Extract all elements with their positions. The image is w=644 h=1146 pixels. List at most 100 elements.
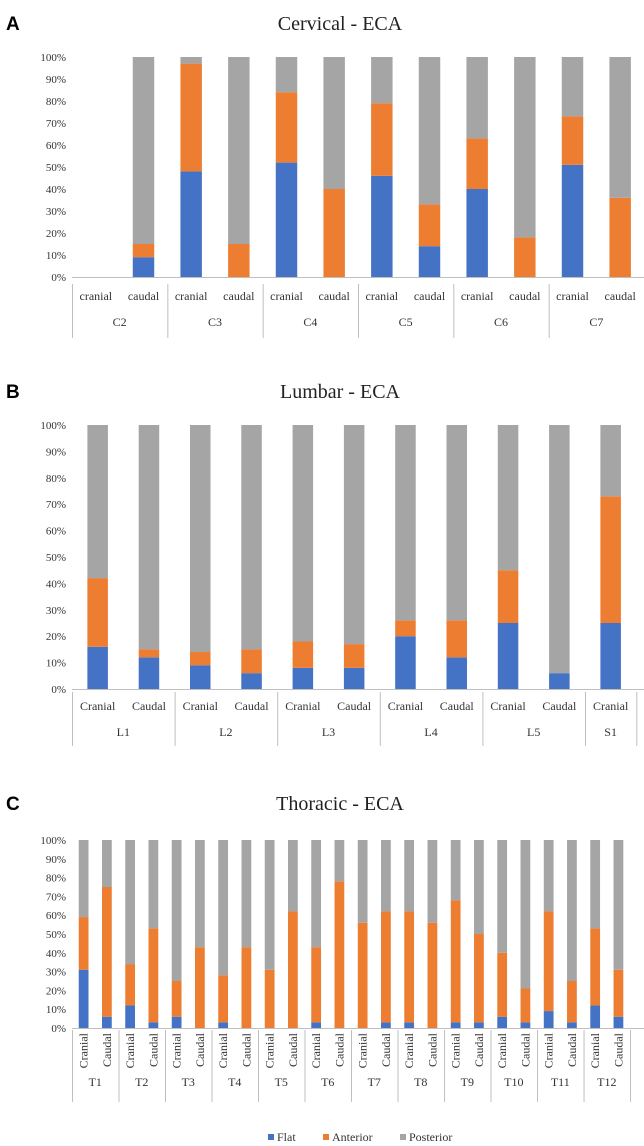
y-tick-label: 80%	[46, 473, 66, 485]
x-category-label: caudal	[319, 289, 351, 303]
x-group-label: T2	[135, 1075, 148, 1089]
bar-posterior-cranial	[450, 840, 461, 901]
y-tick-label: 30%	[46, 967, 66, 979]
panel-letter-b: B	[6, 382, 20, 403]
bar-anterior-cranial	[218, 975, 229, 1023]
y-tick-label: 10%	[46, 658, 66, 670]
bar-posterior-caudal	[195, 840, 205, 948]
x-category-label: Caudal	[235, 699, 270, 713]
y-tick-label: 0%	[51, 1023, 66, 1035]
bar-posterior-caudal	[381, 840, 391, 912]
x-group-label: L4	[424, 725, 437, 739]
x-category-label: Cranial	[285, 699, 321, 713]
bar-posterior-cranial	[189, 425, 211, 653]
y-tick-label: 90%	[46, 74, 66, 86]
bar-posterior-caudal	[334, 840, 345, 882]
bar-posterior-cranial	[275, 57, 298, 93]
bar-flat-caudal	[520, 1022, 531, 1028]
y-tick-label: 40%	[46, 184, 66, 196]
bar-posterior-cranial	[497, 425, 519, 571]
chart-title-lumbar: Lumbar - ECA	[280, 381, 401, 403]
bar-anterior-cranial	[87, 578, 108, 647]
bar-anterior-caudal	[427, 922, 438, 1028]
x-category-label: caudal	[223, 289, 255, 303]
bar-posterior-caudal	[514, 57, 536, 238]
bar-posterior-caudal	[323, 57, 345, 189]
x-group-label: S1	[604, 725, 617, 739]
bar-anterior-caudal	[474, 934, 484, 1023]
bar-flat-caudal	[241, 673, 262, 689]
bar-flat-cranial	[87, 646, 108, 689]
bar-anterior-cranial	[171, 981, 182, 1017]
x-category-label: Cranial	[495, 1032, 509, 1068]
y-tick-label: 100%	[40, 420, 66, 432]
bar-flat-caudal	[613, 1016, 624, 1028]
bar-posterior-cranial	[590, 840, 601, 929]
x-category-label: caudal	[509, 289, 541, 303]
bar-flat-cranial	[561, 164, 584, 277]
bar-posterior-caudal	[241, 425, 262, 650]
bar-posterior-caudal	[101, 840, 112, 887]
x-category-label: Cranial	[388, 699, 424, 713]
bar-posterior-caudal	[241, 840, 252, 948]
bar-posterior-caudal	[427, 840, 438, 923]
bar-posterior-cranial	[357, 840, 368, 923]
bar-posterior-caudal	[567, 840, 577, 981]
panel-letter-c: C	[6, 794, 20, 815]
bar-anterior-caudal	[446, 620, 468, 658]
y-tick-label: 70%	[46, 118, 66, 130]
bar-anterior-caudal	[228, 244, 250, 277]
bar-anterior-cranial	[78, 917, 89, 970]
bar-posterior-caudal	[418, 57, 441, 205]
legend-label-flat: Flat	[277, 1130, 296, 1144]
bar-posterior-cranial	[292, 425, 314, 642]
bar-flat-cranial	[371, 175, 393, 277]
y-tick-label: 60%	[46, 910, 66, 922]
legend-label-posterior: Posterior	[409, 1130, 452, 1144]
bar-flat-cranial	[600, 623, 621, 689]
x-category-label: Caudal	[193, 1032, 207, 1067]
bar-flat-caudal	[101, 1016, 112, 1028]
x-category-label: Caudal	[332, 1032, 346, 1067]
bar-anterior-cranial	[292, 641, 314, 668]
legend: Flat Anterior Posterior	[268, 1130, 452, 1144]
bar-flat-caudal	[138, 657, 160, 689]
bar-posterior-cranial	[264, 840, 275, 970]
x-group-label: T11	[551, 1075, 570, 1089]
y-tick-label: 40%	[46, 578, 66, 590]
bar-anterior-caudal	[343, 644, 365, 668]
y-tick-label: 0%	[51, 684, 66, 696]
x-group-label: T10	[504, 1075, 523, 1089]
x-category-label: Cranial	[216, 1032, 230, 1068]
x-category-label: Caudal	[379, 1032, 393, 1067]
y-tick-label: 30%	[46, 605, 66, 617]
bar-anterior-caudal	[323, 189, 345, 277]
chart-title-cervical: Cervical - ECA	[278, 13, 403, 35]
x-group-label: C7	[589, 315, 603, 329]
bar-anterior-cranial	[466, 138, 488, 189]
panel-thoracic: C Thoracic - ECA 0% 10% 20% 30% 40% 50% 60% 70%…	[6, 793, 644, 1102]
x-category-label: Caudal	[286, 1032, 300, 1067]
x-category-label: cranial	[175, 289, 208, 303]
bar-anterior-cranial	[497, 952, 508, 1017]
y-tick-label: 90%	[46, 854, 66, 866]
x-category-label: Cranial	[402, 1032, 416, 1068]
x-category-label: cranial	[366, 289, 399, 303]
bar-posterior-cranial	[497, 840, 508, 953]
chart-title-thoracic: Thoracic - ECA	[276, 793, 404, 815]
bar-flat-cranial	[218, 1022, 229, 1028]
bar-flat-cranial	[590, 1005, 601, 1028]
bar-anterior-cranial	[600, 496, 621, 623]
y-tick-label: 0%	[51, 272, 66, 284]
x-category-label: cranial	[80, 289, 113, 303]
x-group-label: T9	[461, 1075, 474, 1089]
y-tick-label: 60%	[46, 526, 66, 538]
x-category-label: Cranial	[588, 1032, 602, 1068]
bar-posterior-cranial	[87, 425, 108, 579]
bar-posterior-caudal	[520, 840, 531, 989]
bar-flat-cranial	[395, 636, 416, 689]
bar-posterior-caudal	[138, 425, 160, 650]
bar-flat-cranial	[292, 667, 314, 689]
legend-swatch-anterior	[323, 1134, 329, 1140]
bar-anterior-caudal	[418, 204, 441, 247]
